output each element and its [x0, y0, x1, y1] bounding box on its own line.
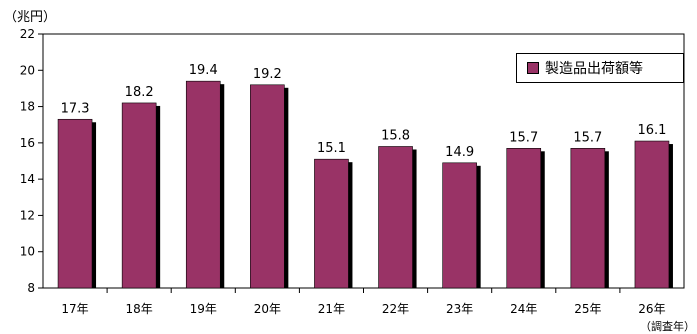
data-label: 16.1: [637, 123, 666, 138]
y-tick-label: 14: [20, 172, 35, 186]
bar: [57, 118, 93, 289]
bar: [250, 84, 285, 289]
x-tick-label: 25年: [574, 302, 601, 316]
y-tick-label: 10: [20, 245, 35, 259]
y-tick-label: 20: [20, 63, 35, 77]
legend: 製造品出荷額等: [516, 53, 684, 83]
x-tick-label: 19年: [190, 302, 217, 316]
data-label: 19.2: [253, 67, 282, 82]
bar: [442, 162, 477, 289]
x-tick-label: 21年: [318, 302, 345, 316]
data-label: 15.8: [381, 128, 410, 143]
x-tick-label: 17年: [61, 302, 88, 316]
y-tick-label: 12: [20, 208, 35, 222]
data-label: 14.9: [445, 145, 474, 160]
legend-swatch: [527, 62, 539, 74]
bar: [378, 146, 413, 289]
x-tick-label: 26年: [638, 302, 665, 316]
data-label: 18.2: [125, 85, 154, 100]
data-label: 15.7: [509, 130, 538, 145]
x-tick-label: 18年: [126, 302, 153, 316]
legend-label: 製造品出荷額等: [545, 61, 643, 77]
bar: [570, 148, 606, 289]
data-label: 15.1: [317, 141, 346, 156]
plot-area: 8 10 12 14 16 18 20 22 17.3 17年 18.2 18年 19.4 19年 19.2…: [20, 27, 685, 316]
bar: [506, 148, 542, 289]
x-tick-label: 20年: [254, 302, 281, 316]
bar: [121, 102, 157, 289]
bar: [634, 140, 670, 289]
bar: [185, 80, 221, 289]
x-tick-label: 23年: [446, 302, 473, 316]
bar: [314, 158, 349, 289]
x-tick-label: 22年: [382, 302, 409, 316]
y-tick-label: 22: [20, 27, 35, 41]
data-label: 19.4: [189, 63, 218, 78]
y-tick-label: 8: [27, 281, 35, 295]
y-axis-unit-label: （兆円）: [4, 10, 57, 25]
x-tick-label: 24年: [510, 302, 537, 316]
y-tick-label: 16: [20, 136, 35, 150]
data-label: 15.7: [573, 130, 602, 145]
x-axis-note: （調査年）: [640, 320, 695, 333]
y-tick-label: 18: [20, 100, 35, 114]
data-label: 17.3: [61, 101, 90, 116]
